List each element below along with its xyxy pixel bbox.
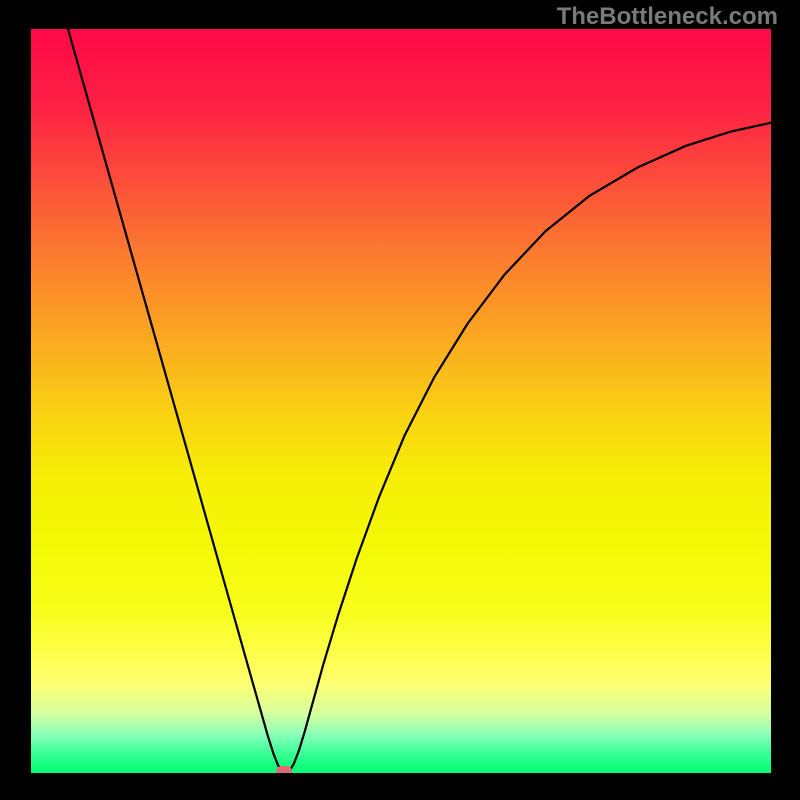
watermark-text: TheBottleneck.com [557,3,778,31]
minimum-marker [276,766,292,773]
curve-path [68,29,771,772]
canvas-frame: TheBottleneck.com [0,0,800,800]
plot-area [31,29,771,773]
curve-layer [31,29,771,773]
